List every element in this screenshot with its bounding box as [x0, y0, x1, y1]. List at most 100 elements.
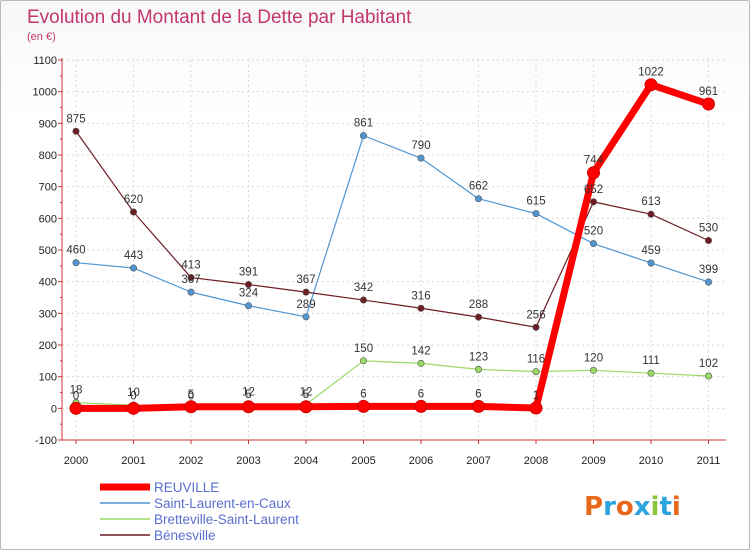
data-point [187, 288, 195, 296]
data-label: 256 [526, 309, 545, 321]
data-point [529, 401, 543, 415]
logo-letter: i [651, 492, 660, 522]
y-tick-label: 1000 [33, 87, 57, 99]
x-tick-label: 2007 [466, 455, 490, 467]
x-tick-label: 2004 [294, 455, 318, 467]
y-tick-label: 400 [39, 277, 57, 289]
series-line-1 [75, 135, 709, 318]
data-label: 5 [245, 389, 251, 401]
legend-label: REUVILLE [154, 480, 219, 495]
y-tick-label: 600 [39, 213, 57, 225]
logo-letter: P [584, 492, 603, 522]
series-line-3 [75, 130, 709, 328]
data-label: 12 [242, 387, 255, 399]
y-tick-label: 1100 [33, 55, 57, 67]
data-point [704, 237, 712, 245]
data-point [359, 357, 367, 365]
data-point [69, 401, 83, 415]
data-label: 413 [181, 260, 200, 272]
data-label: 6 [475, 388, 481, 400]
data-point [414, 399, 428, 413]
data-point [417, 154, 425, 162]
data-label: 399 [699, 264, 718, 276]
data-point [184, 400, 198, 414]
data-point [130, 264, 138, 272]
data-point [302, 313, 310, 321]
data-point [704, 372, 712, 380]
data-label: 288 [469, 299, 488, 311]
data-point [245, 302, 253, 310]
data-point [187, 274, 195, 282]
data-label: 530 [699, 223, 718, 235]
data-point [532, 368, 540, 376]
data-label: 111 [642, 355, 659, 367]
series [69, 78, 715, 415]
data-label: 6 [360, 388, 366, 400]
data-label: 120 [584, 352, 603, 364]
data-point [357, 399, 370, 413]
data-point [647, 259, 655, 267]
data-point [589, 240, 597, 248]
data-label: 1 [533, 390, 539, 402]
data-label: 5 [188, 389, 194, 401]
data-point [474, 313, 482, 321]
x-tick-label: 2010 [639, 455, 663, 467]
data-label: 443 [124, 250, 143, 262]
data-label: 342 [354, 282, 373, 294]
data-label: 652 [584, 184, 603, 196]
logo-letter: t [659, 492, 671, 522]
data-label: 5 [303, 389, 309, 401]
data-label: 142 [411, 345, 430, 357]
data-label: 324 [239, 288, 259, 300]
data-label: 790 [411, 140, 430, 152]
data-label: 459 [641, 245, 660, 257]
y-tick-label: 300 [39, 308, 57, 320]
chart-subtitle: (en €) [27, 31, 56, 43]
data-label: 12 [300, 387, 313, 399]
data-label: 875 [66, 113, 85, 125]
data-point [127, 401, 140, 415]
chart-title: Evolution du Montant de la Dette par Hab… [27, 7, 412, 28]
data-label: 123 [469, 351, 488, 363]
data-label: 316 [411, 290, 430, 302]
axes: -100010020030040050060070080090010001100… [33, 55, 726, 467]
data-point [532, 210, 540, 218]
data-point [242, 400, 255, 414]
series-line-2 [75, 360, 709, 409]
x-tick-label: 2005 [351, 455, 375, 467]
logo-letter: r [603, 492, 616, 522]
y-tick-label: -100 [35, 435, 57, 447]
data-label: 744 [584, 155, 604, 167]
data-point [299, 400, 313, 414]
data-label: 367 [296, 274, 315, 286]
data-point [589, 198, 597, 206]
data-label: 961 [699, 86, 718, 98]
data-label: 150 [354, 343, 373, 355]
y-tick-label: 800 [39, 150, 57, 162]
data-point [587, 166, 600, 180]
data-point [72, 259, 80, 267]
data-point [647, 210, 655, 218]
y-tick-label: 100 [39, 372, 57, 384]
data-point [245, 281, 253, 289]
x-tick-label: 2003 [236, 455, 260, 467]
y-tick-label: 200 [39, 340, 57, 352]
data-label: 615 [526, 196, 545, 208]
data-label: 391 [239, 267, 258, 279]
x-tick-label: 2002 [179, 455, 203, 467]
data-point [702, 97, 715, 111]
data-label: 102 [699, 358, 718, 370]
logo-letter: o [616, 492, 634, 522]
y-tick-label: 0 [51, 403, 57, 415]
data-label: 10 [127, 387, 140, 399]
data-point [359, 296, 367, 304]
data-label: 613 [641, 196, 660, 208]
data-label: 620 [124, 194, 143, 206]
data-point [130, 208, 138, 216]
x-tick-label: 2011 [697, 455, 721, 467]
logo-letter: i [672, 492, 681, 522]
data-label: 0 [130, 390, 136, 402]
data-point [359, 132, 367, 140]
